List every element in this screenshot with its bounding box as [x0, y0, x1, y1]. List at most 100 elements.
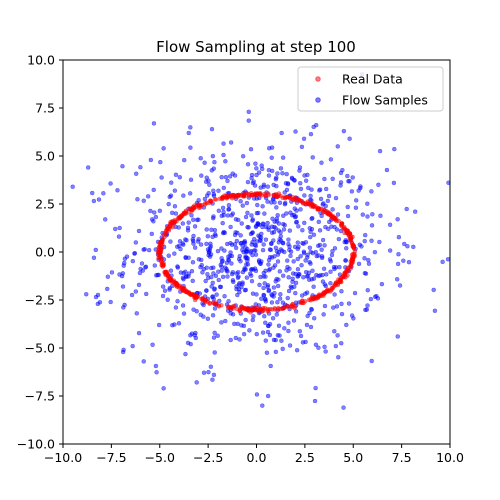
flow-sample-point [445, 257, 451, 262]
flow-sample-point [257, 222, 262, 227]
flow-sample-point [323, 349, 328, 354]
flow-sample-point [234, 286, 239, 292]
real-data-point [157, 252, 163, 257]
real-data-point [262, 191, 268, 197]
flow-sample-point [223, 318, 228, 324]
flow-sample-point [322, 176, 327, 182]
flow-sample-point [211, 372, 217, 378]
flow-sample-point [190, 278, 195, 284]
flow-sample-point [326, 193, 332, 199]
flow-sample-point [349, 313, 355, 318]
flow-sample-point [297, 180, 303, 186]
flow-sample-point [227, 174, 233, 179]
flow-sample-point [136, 228, 142, 234]
flow-sample-point [143, 291, 149, 297]
flow-sample-point [290, 271, 296, 276]
flow-sample-point [206, 369, 211, 375]
real-data-point [173, 283, 179, 288]
flow-sample-point [304, 255, 310, 260]
flow-sample-point [223, 174, 229, 180]
flow-sample-point [377, 239, 382, 245]
flow-sample-point [254, 239, 260, 244]
real-data-point [208, 199, 214, 205]
flow-sample-point [197, 291, 203, 296]
flow-sample-point [287, 228, 293, 233]
flow-sample-point [269, 255, 275, 260]
flow-sample-point [268, 363, 273, 369]
real-data-point [271, 192, 276, 198]
flow-sample-point [226, 299, 231, 304]
flow-sample-point [220, 258, 225, 264]
flow-sample-point [214, 292, 219, 297]
flow-sample-point [194, 309, 199, 314]
flow-sample-point [310, 268, 315, 273]
flow-sample-point [254, 392, 260, 397]
real-data-point [323, 289, 329, 294]
flow-sample-point [166, 253, 171, 258]
flow-sample-point [356, 188, 361, 193]
flow-sample-point [204, 175, 209, 180]
flow-sample-point [311, 284, 316, 289]
flow-sample-point [183, 255, 189, 261]
x-tick-label: 7.5 [392, 450, 412, 465]
flow-sample-point [168, 180, 174, 185]
flow-sample-point [302, 220, 307, 226]
legend: Real Data Flow Samples [297, 66, 444, 112]
flow-sample-point [243, 267, 248, 272]
flow-sample-point [307, 245, 313, 250]
flow-sample-point [209, 227, 214, 233]
flow-sample-point [247, 328, 252, 333]
flow-sample-point [352, 290, 358, 296]
flow-sample-point [204, 193, 210, 198]
flow-sample-point [274, 276, 279, 282]
flow-sample-point [339, 340, 344, 346]
flow-sample-point [233, 217, 239, 222]
flow-sample-point [251, 314, 256, 319]
flow-sample-point [316, 253, 321, 258]
flow-sample-point [186, 271, 192, 276]
flow-sample-point [321, 312, 326, 317]
flow-sample-point [333, 343, 339, 349]
flow-sample-point [175, 264, 180, 269]
flow-sample-point [347, 179, 352, 184]
flow-sample-point [108, 299, 113, 305]
flow-sample-point [225, 274, 230, 279]
flow-sample-point [212, 330, 217, 336]
flow-sample-point [319, 160, 324, 165]
real-data-point [255, 306, 260, 311]
flow-sample-point [260, 403, 265, 408]
flow-sample-point [176, 225, 181, 230]
real-data-point [229, 305, 234, 310]
real-data-point [316, 206, 322, 211]
flow-sample-point [319, 247, 324, 252]
flow-sample-point [339, 301, 344, 307]
flow-sample-point [220, 205, 226, 211]
flow-sample-point [369, 238, 374, 243]
flow-sample-point [349, 189, 355, 194]
flow-sample-point [329, 224, 334, 229]
series-flow-samples [70, 71, 451, 410]
flow-sample-point [210, 377, 215, 382]
flow-sample-point [239, 323, 244, 328]
flow-sample-point [132, 251, 137, 256]
real-data-point [172, 219, 178, 224]
flow-sample-point [160, 293, 166, 299]
flow-sample-point [359, 244, 364, 249]
flow-sample-point [284, 171, 289, 177]
flow-sample-point [221, 141, 226, 146]
flow-sample-point [226, 257, 231, 262]
flow-sample-point [265, 220, 270, 226]
flow-sample-point [277, 200, 283, 206]
flow-sample-point [183, 269, 188, 274]
flow-sample-point [215, 333, 220, 338]
flow-sample-point [253, 243, 259, 249]
flow-sample-point [274, 205, 279, 210]
flow-sample-point [83, 291, 89, 297]
flow-sample-point [264, 350, 270, 355]
flow-sample-point [282, 201, 288, 207]
flow-sample-point [303, 269, 309, 275]
flow-sample-point [229, 271, 235, 277]
flow-sample-point [178, 246, 183, 252]
flow-sample-point [305, 172, 310, 178]
flow-sample-point [305, 185, 311, 191]
